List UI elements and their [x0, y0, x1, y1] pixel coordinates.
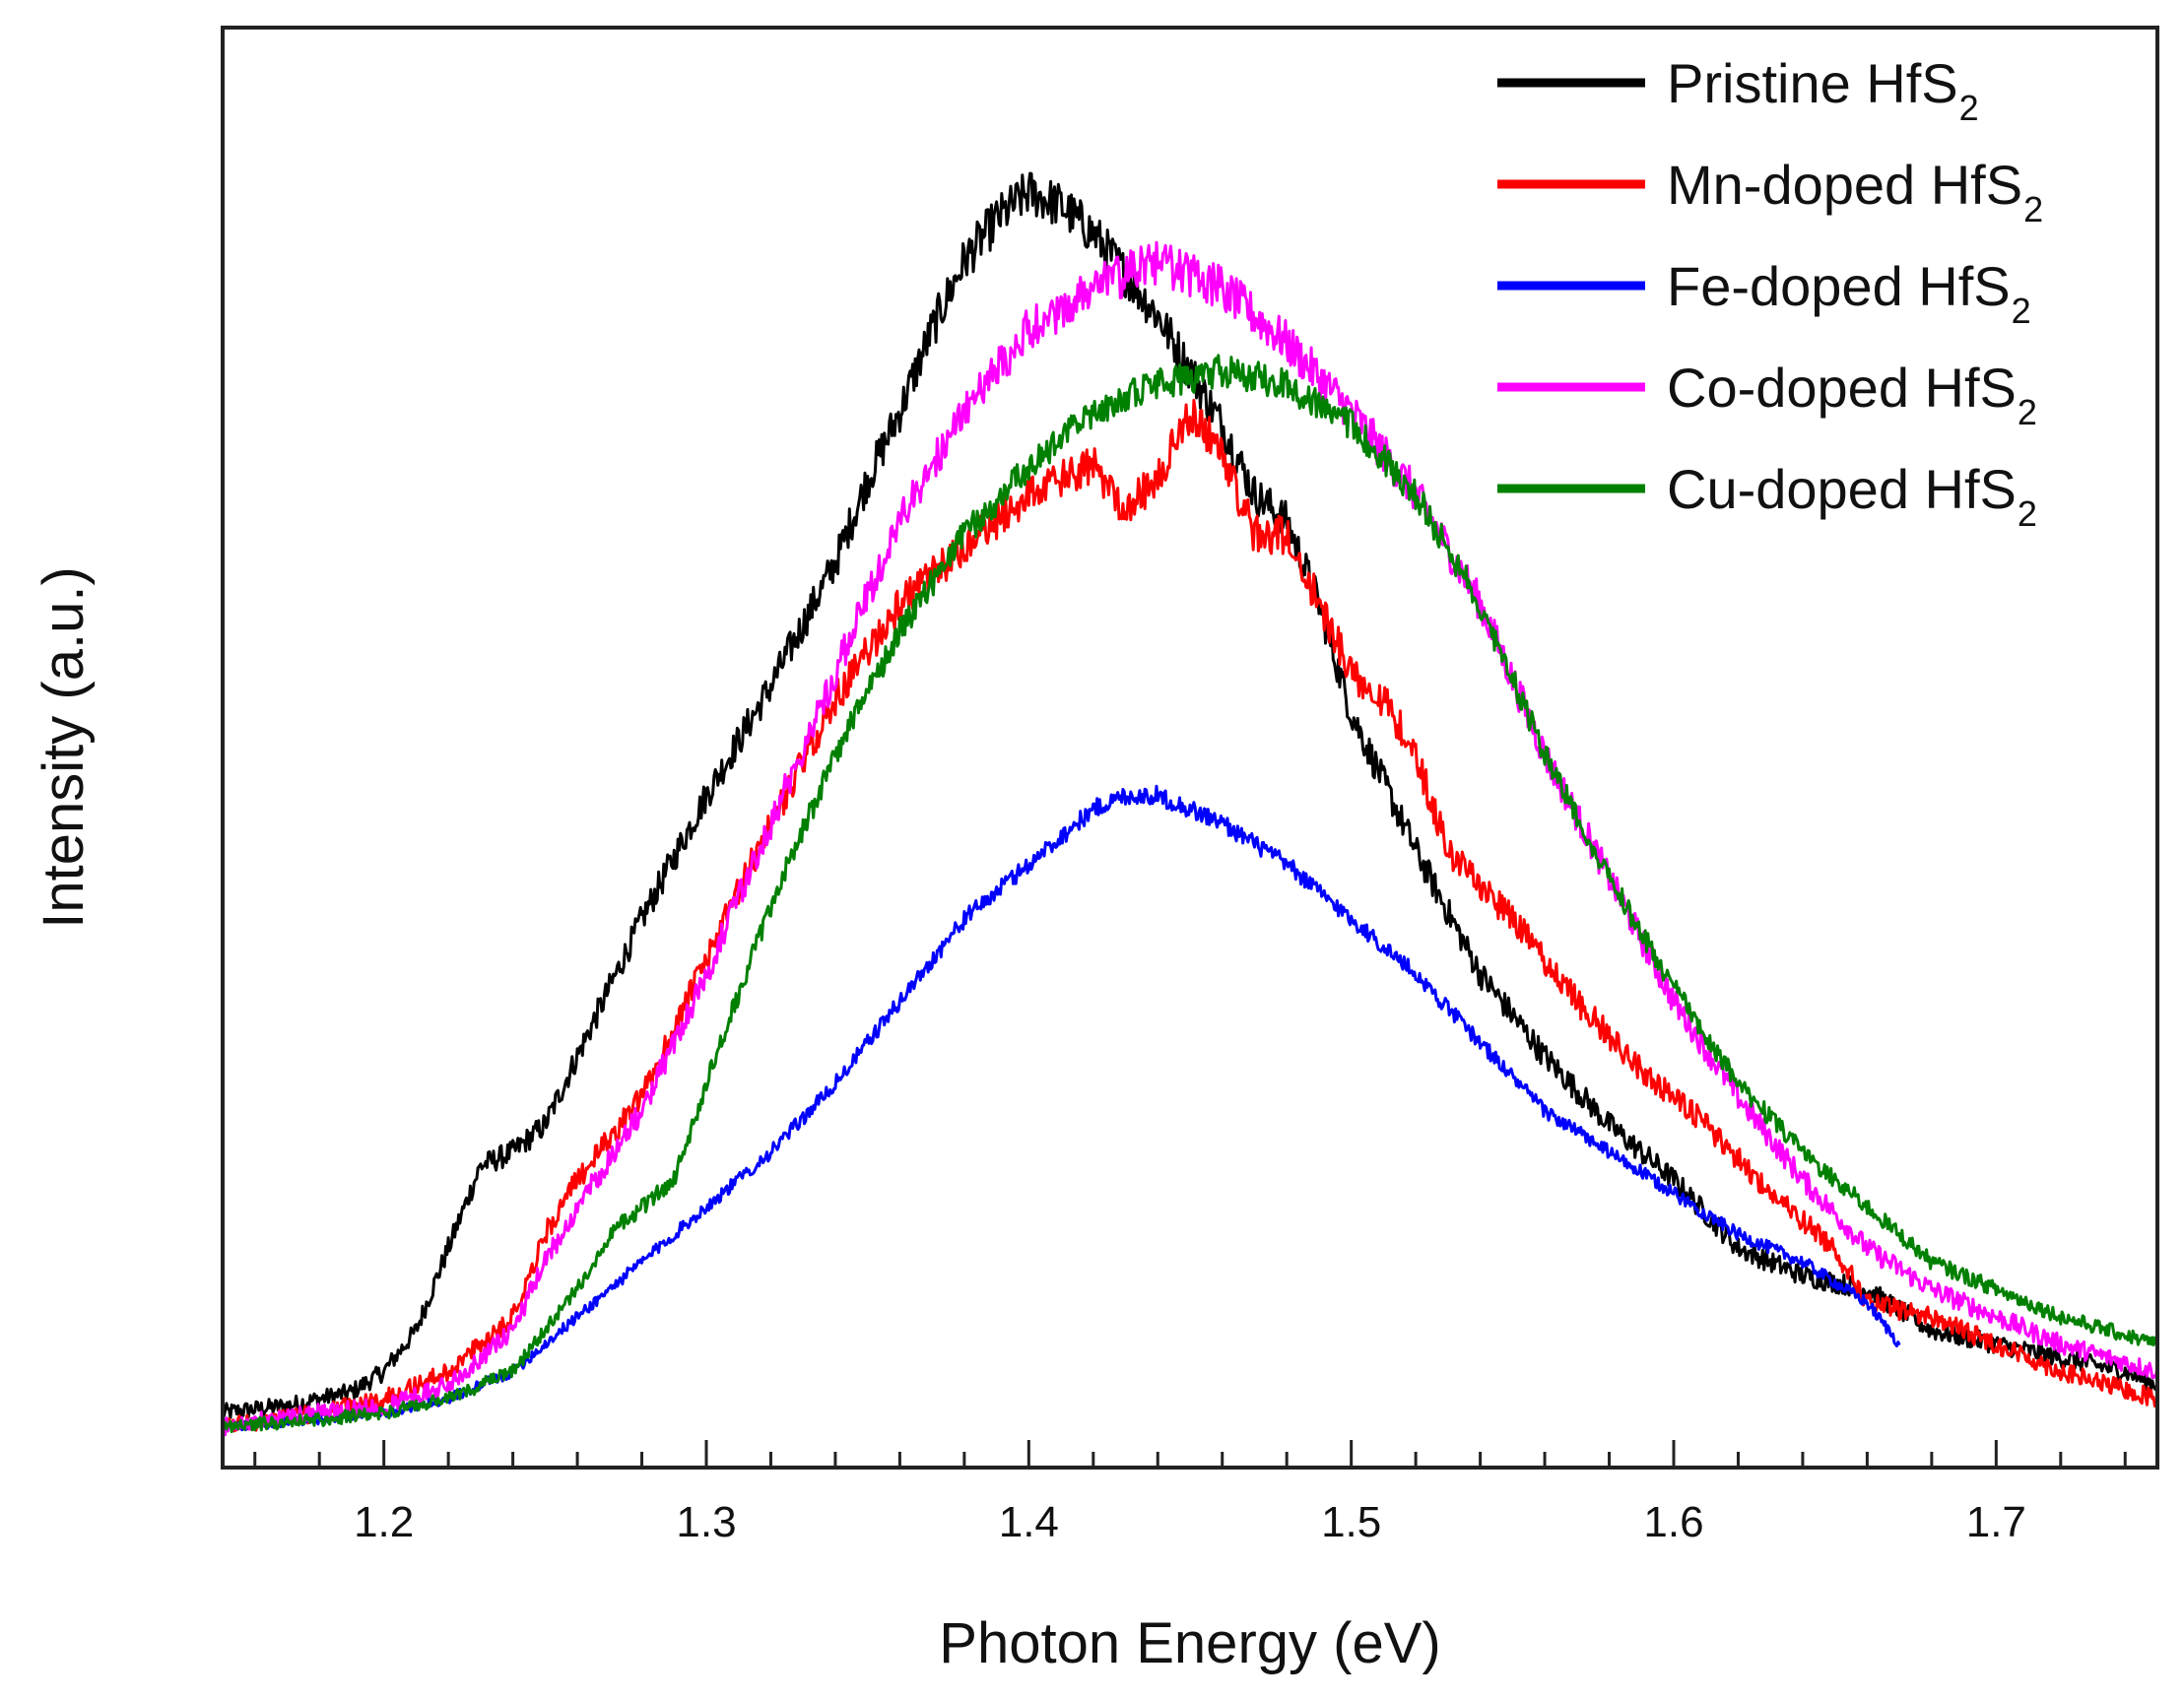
- series-line-pristine: [221, 171, 2159, 1419]
- legend-subscript: 2: [2023, 189, 2043, 229]
- legend-subscript: 2: [2018, 493, 2037, 534]
- legend-label: Cu-doped HfS2: [1667, 458, 2037, 534]
- x-tick-label: 1.2: [354, 1498, 414, 1546]
- x-tick-label: 1.5: [1321, 1498, 1381, 1546]
- legend-label: Mn-doped HfS2: [1667, 154, 2043, 229]
- legend-subscript: 2: [1959, 88, 1979, 128]
- legend-item-fe-doped: Fe-doped HfS2: [1497, 255, 2031, 331]
- legend-item-co-doped: Co-doped HfS2: [1497, 357, 2037, 432]
- y-axis-title: Intensity (a.u.): [32, 566, 96, 928]
- x-ticks: 1.2 1.3 1.4 1.5 1.6 1.7: [253, 1440, 2127, 1546]
- x-tick-label: 1.4: [999, 1498, 1059, 1546]
- series-layer: [221, 171, 2159, 1437]
- series-line-mn-doped: [221, 398, 2158, 1433]
- x-tick-label: 1.7: [1966, 1498, 2026, 1546]
- legend-label: Fe-doped HfS2: [1667, 255, 2031, 331]
- legend-item-mn-doped: Mn-doped HfS2: [1497, 154, 2043, 229]
- legend-subscript: 2: [2012, 291, 2031, 331]
- series-line-cu-doped: [221, 354, 2159, 1434]
- x-axis-title: Photon Energy (eV): [939, 1611, 1440, 1675]
- plot-frame: [221, 26, 2159, 1470]
- series-line-co-doped: [221, 240, 2159, 1437]
- legend: Pristine HfS2 Mn-doped HfS2 Fe-doped HfS2 C…: [1497, 52, 2043, 534]
- legend-label: Co-doped HfS2: [1667, 357, 2037, 432]
- legend-subscript: 2: [2018, 392, 2037, 432]
- legend-item-pristine: Pristine HfS2: [1497, 52, 1979, 128]
- legend-label: Pristine HfS2: [1667, 52, 1979, 128]
- series-line-fe-doped: [221, 784, 1901, 1433]
- x-tick-label: 1.3: [676, 1498, 736, 1546]
- x-tick-label: 1.6: [1643, 1498, 1703, 1546]
- legend-item-cu-doped: Cu-doped HfS2: [1497, 458, 2037, 534]
